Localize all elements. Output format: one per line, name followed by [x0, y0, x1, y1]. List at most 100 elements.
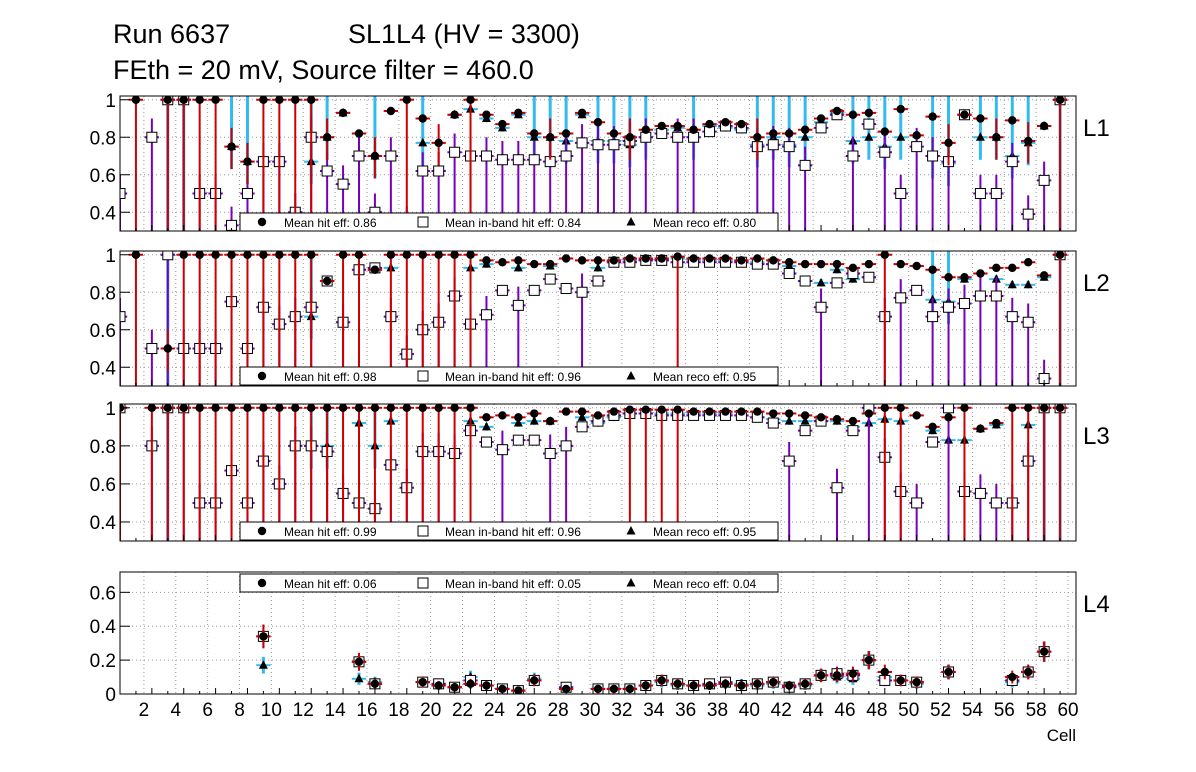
legend-inband-label: Mean in-band hit eff: 0.96 — [445, 525, 581, 539]
inband-marker — [146, 131, 158, 143]
hit-marker — [769, 677, 778, 687]
inband-marker — [767, 139, 779, 151]
x-tick-label: 6 — [202, 700, 213, 721]
hit-marker — [960, 110, 969, 119]
y-tick-label: 0.4 — [90, 513, 117, 534]
y-tick-label: 1 — [105, 246, 116, 267]
hit-marker — [546, 416, 555, 426]
hit-marker — [418, 404, 427, 413]
hit-marker — [354, 129, 364, 138]
hit-marker — [1008, 672, 1017, 682]
hit-marker — [131, 96, 141, 104]
reco-marker — [513, 262, 523, 272]
legend-hit-label: Mean hit eff: 0.86 — [284, 216, 377, 230]
hit-marker — [944, 138, 953, 148]
inband-marker — [353, 150, 365, 162]
hit-marker — [832, 106, 842, 116]
legend-reco-label: Mean reco eff: 0.80 — [653, 216, 757, 230]
inband-marker — [496, 284, 508, 296]
hit-marker — [625, 254, 635, 263]
hit-marker — [912, 261, 921, 271]
hit-marker — [832, 415, 842, 424]
hit-marker — [257, 578, 267, 588]
reco-marker — [626, 371, 636, 380]
legend: Mean hit eff: 0.06 Mean in-band hit eff: … — [239, 573, 779, 593]
inband-marker — [672, 131, 684, 143]
x-tick-label: 44 — [803, 700, 825, 721]
inband-marker — [990, 497, 1002, 509]
inband-marker — [1022, 316, 1034, 328]
inband-marker — [528, 284, 540, 296]
x-tick-label: 26 — [516, 700, 537, 721]
hit-marker — [896, 676, 905, 685]
inband-marker — [847, 150, 859, 162]
inband-marker — [385, 150, 397, 162]
x-tick-label: 36 — [675, 700, 696, 721]
hit-marker — [275, 251, 284, 259]
hit-marker — [354, 251, 364, 259]
y-tick-label: 0 — [105, 685, 116, 706]
hit-marker — [275, 96, 284, 104]
hit-marker — [163, 96, 172, 104]
inband-marker — [512, 299, 524, 311]
inband-marker — [879, 146, 891, 158]
inband-marker — [496, 154, 508, 166]
hit-marker — [275, 404, 284, 413]
hit-marker — [689, 681, 698, 690]
reco-marker — [481, 421, 491, 431]
x-tick-label: 10 — [261, 700, 282, 721]
inband-marker — [512, 154, 524, 166]
inband-marker — [528, 154, 540, 166]
hit-marker — [514, 413, 523, 422]
legend-inband-label: Mean in-band hit eff: 0.84 — [445, 216, 581, 230]
inband-marker — [1006, 311, 1018, 323]
hit-marker — [896, 104, 905, 114]
hit-marker — [227, 404, 236, 413]
hit-marker — [418, 677, 427, 687]
inband-marker — [783, 455, 795, 467]
inband-marker — [783, 141, 795, 153]
hit-marker — [960, 404, 969, 413]
hit-marker — [816, 114, 826, 123]
run-title: Run 6637 — [113, 19, 230, 49]
x-tick-label: 18 — [388, 700, 409, 721]
hit-marker — [179, 96, 188, 104]
reco-marker — [626, 578, 636, 587]
reco-marker — [800, 132, 810, 141]
hit-marker — [307, 251, 316, 259]
reco-marker — [896, 132, 906, 141]
hit-marker — [482, 681, 491, 690]
legend: Mean hit eff: 0.99 Mean in-band hit eff: … — [239, 521, 779, 541]
hit-marker — [1023, 667, 1033, 677]
hit-marker — [673, 405, 682, 414]
hit-marker — [912, 677, 921, 687]
reco-marker — [784, 416, 794, 425]
hit-marker — [657, 405, 666, 414]
reco-marker — [864, 132, 874, 141]
hit-marker — [689, 125, 698, 134]
hit-marker — [928, 422, 937, 432]
hit-marker — [960, 273, 969, 282]
hit-marker — [705, 681, 714, 690]
hit-marker — [386, 106, 396, 116]
hit-marker — [259, 404, 268, 413]
hit-marker — [689, 254, 698, 263]
hit-marker — [386, 251, 396, 259]
hit-marker — [832, 671, 842, 680]
hit-marker — [546, 133, 555, 142]
hit-marker — [641, 405, 650, 414]
inband-marker — [120, 311, 126, 323]
reco-marker — [626, 217, 636, 226]
inband-marker — [799, 275, 811, 287]
hit-marker — [450, 404, 459, 413]
inband-marker — [544, 273, 556, 285]
hit-marker — [657, 676, 666, 685]
hit-marker — [386, 404, 396, 413]
reco-marker — [800, 416, 810, 425]
inband-marker — [815, 301, 827, 313]
legend-box — [239, 521, 779, 541]
hit-marker — [976, 424, 985, 433]
inband-marker — [831, 482, 843, 494]
hit-marker — [816, 259, 826, 269]
y-tick-label: 0.8 — [90, 128, 116, 149]
